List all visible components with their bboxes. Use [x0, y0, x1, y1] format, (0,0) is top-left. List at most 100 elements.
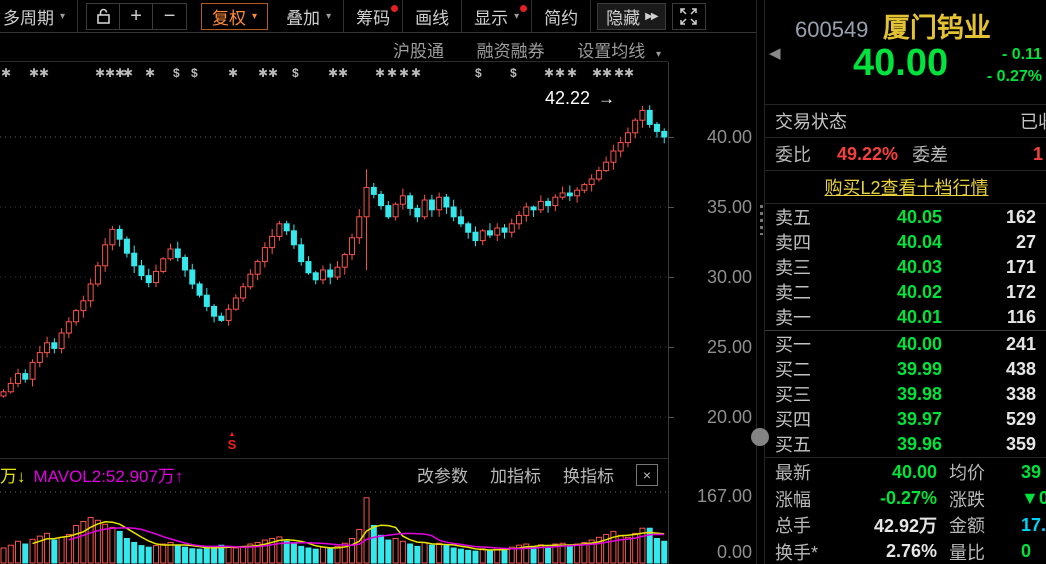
chips-label: 筹码 — [356, 8, 391, 28]
change-percent: - 0.27% — [986, 67, 1042, 85]
ask-row[interactable]: 卖一 40.01 116 — [765, 304, 1046, 329]
hide-button[interactable]: 隐藏 ▶▶ — [597, 2, 666, 30]
ask-row[interactable]: 卖四 40.04 27 — [765, 229, 1046, 254]
stats-row: 总手 42.92万 金额 17.1 — [765, 512, 1046, 539]
simple-mode-button[interactable]: 简约 — [532, 0, 592, 33]
ask-row[interactable]: 卖五 40.05 162 — [765, 204, 1046, 229]
level-label: 买二 — [775, 360, 811, 380]
overlay-button[interactable]: 叠加 ▾ — [274, 0, 345, 33]
bid-row[interactable]: 买二 39.99 438 — [765, 356, 1046, 381]
level-volume: 116 — [1006, 306, 1036, 327]
lock-button[interactable] — [87, 3, 121, 29]
candlestick-chart[interactable] — [0, 62, 668, 458]
bid-book: 买一 40.00 241 买二 39.99 438 买三 39.98 338 买四 39.97 529… — [765, 331, 1046, 456]
ex-rights-marker-icon[interactable]: ✱ — [399, 66, 410, 80]
abs-change-value: ▼0 — [1021, 488, 1046, 509]
ex-rights-marker-icon[interactable]: ✱ — [567, 66, 578, 80]
triangle-up-icon: ▲ — [228, 431, 236, 438]
stock-header: 600549 厦门钨业 — [795, 6, 991, 45]
ask-row[interactable]: 卖二 40.02 172 — [765, 279, 1046, 304]
ex-rights-marker-icon[interactable]: ✱ — [105, 66, 116, 80]
unlock-icon — [96, 8, 110, 24]
draw-line-button[interactable]: 画线 — [403, 0, 463, 33]
ex-rights-marker-icon[interactable]: ✱ — [544, 66, 555, 80]
zoom-in-button[interactable]: + — [120, 3, 154, 29]
ex-rights-marker-icon[interactable]: ✱ — [387, 66, 398, 80]
multi-period-button[interactable]: 多周期 ▾ — [0, 0, 79, 33]
avg-price-value: 39 — [1021, 461, 1042, 482]
set-ma-button[interactable]: 设置均线 ▾ — [577, 37, 661, 62]
dividend-marker-icon[interactable]: $ — [191, 66, 198, 80]
level-label: 买三 — [775, 385, 811, 405]
dividend-marker-icon[interactable]: $ — [510, 66, 517, 80]
ex-rights-marker-icon[interactable]: ✱ — [614, 66, 625, 80]
collapse-panel-button[interactable]: ◀ — [769, 45, 781, 62]
level-volume: 172 — [1005, 281, 1036, 302]
dividend-marker-icon[interactable]: $ — [475, 66, 482, 80]
volume-chart[interactable] — [0, 489, 668, 564]
stats-grid: 最新 40.00 均价 39 涨幅 -0.27% 涨跌 ▼0 总手 42.92万… — [765, 459, 1046, 564]
dividend-marker-icon[interactable]: $ — [173, 66, 180, 80]
chips-button[interactable]: 筹码 — [344, 0, 404, 33]
sell-signal-marker[interactable]: ▲ S — [224, 431, 240, 451]
bid-row[interactable]: 买一 40.00 241 — [765, 331, 1046, 356]
bid-row[interactable]: 买四 39.97 529 — [765, 406, 1046, 431]
simple-mode-label: 简约 — [544, 8, 579, 28]
change-params-button[interactable]: 改参数 — [417, 467, 468, 486]
book-divider — [765, 330, 1046, 331]
ex-rights-marker-icon[interactable]: ✱ — [328, 66, 339, 80]
ex-rights-marker-icon[interactable]: ✱ — [602, 66, 613, 80]
ex-rights-marker-icon[interactable]: ✱ — [95, 66, 106, 80]
ex-rights-marker-icon[interactable]: ✱ — [1, 66, 12, 80]
bid-row[interactable]: 买五 39.96 359 — [765, 431, 1046, 456]
ex-rights-marker-icon[interactable]: ✱ — [228, 66, 239, 80]
peak-price-annotation: 42.22 → — [545, 88, 615, 109]
level-label: 卖三 — [775, 258, 811, 278]
event-marker-row: ✱ ✱ ✱ ✱ ✱ ✱ ✱ ✱ $ $ ✱ ✱ ✱ $ ✱ ✱ ✱ ✱ ✱ ✱ $ $ ✱ ✱ ✱ ✱ ✱ ✱ ✱ — [0, 66, 668, 82]
zoom-out-button[interactable]: − — [153, 4, 186, 29]
ex-rights-marker-icon[interactable]: ✱ — [145, 66, 156, 80]
level-volume: 338 — [1005, 383, 1036, 404]
ex-rights-marker-icon[interactable]: ✱ — [624, 66, 635, 80]
level-price: 39.96 — [896, 433, 942, 454]
close-indicator-button[interactable]: × — [636, 463, 658, 486]
ex-rights-marker-icon[interactable]: ✱ — [555, 66, 566, 80]
ex-rights-marker-icon[interactable]: ✱ — [123, 66, 134, 80]
price-axis-label: 25.00 — [706, 337, 752, 357]
ex-rights-marker-icon[interactable]: ✱ — [268, 66, 279, 80]
ex-rights-marker-icon[interactable]: ✱ — [411, 66, 422, 80]
ex-rights-marker-icon[interactable]: ✱ — [29, 66, 40, 80]
axis-tick — [668, 347, 674, 348]
annotation-value: 42.22 — [545, 88, 591, 108]
ex-rights-marker-icon[interactable]: ✱ — [258, 66, 269, 80]
ex-rights-marker-icon[interactable]: ✱ — [115, 66, 126, 80]
level-volume: 27 — [1015, 231, 1036, 252]
ex-rights-marker-icon[interactable]: ✱ — [39, 66, 50, 80]
ask-row[interactable]: 卖三 40.03 171 — [765, 254, 1046, 279]
margin-trading-link[interactable]: 融资融券 — [476, 41, 545, 61]
quote-panel: ◀ 600549 厦门钨业 40.00 - 0.11 - 0.27% 交易状态 … — [765, 0, 1046, 564]
level-volume: 241 — [1005, 333, 1036, 354]
ex-rights-marker-icon[interactable]: ✱ — [375, 66, 386, 80]
last-price: 40.00 — [853, 42, 949, 84]
fullscreen-button[interactable] — [671, 2, 706, 30]
ex-rights-marker-icon[interactable]: ✱ — [592, 66, 603, 80]
latest-value: 40.00 — [891, 461, 937, 482]
fuquan-button[interactable]: 复权 ▾ — [201, 2, 269, 30]
panel-resize-handle[interactable] — [751, 0, 769, 564]
display-button[interactable]: 显示 ▾ — [462, 0, 533, 33]
add-indicator-button[interactable]: 加指标 — [490, 467, 541, 486]
switch-indicator-button[interactable]: 换指标 — [563, 467, 614, 486]
weicha-label: 委差 — [912, 145, 949, 165]
hugutong-link[interactable]: 沪股通 — [393, 41, 444, 61]
level-label: 买四 — [775, 410, 811, 430]
level-price: 39.98 — [896, 383, 942, 404]
price-axis-line — [668, 62, 669, 564]
latest-label: 最新 — [775, 463, 811, 484]
fast-forward-icon: ▶▶ — [645, 10, 658, 22]
ex-rights-marker-icon[interactable]: ✱ — [338, 66, 349, 80]
dividend-marker-icon[interactable]: $ — [292, 66, 299, 80]
buy-l2-link[interactable]: 购买L2查看十档行情 — [824, 178, 989, 198]
price-header: 40.00 - 0.11 - 0.27% — [765, 40, 1046, 96]
bid-row[interactable]: 买三 39.98 338 — [765, 381, 1046, 406]
